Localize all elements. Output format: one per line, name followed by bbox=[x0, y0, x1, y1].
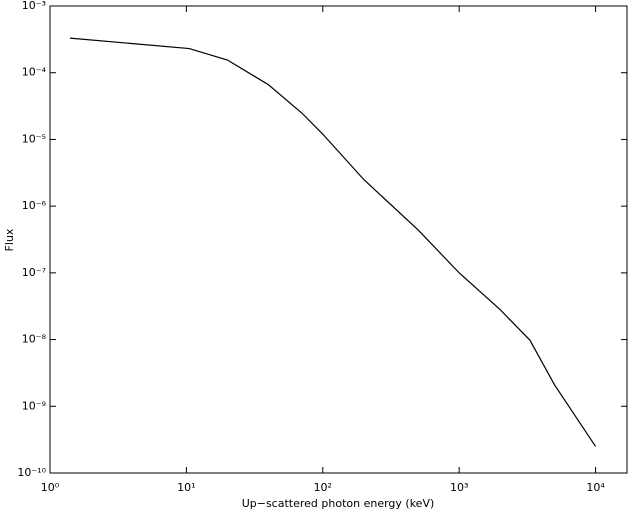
y-tick-label: 10⁻¹⁰ bbox=[17, 466, 46, 479]
y-tick-label: 10⁻⁶ bbox=[22, 199, 47, 212]
y-axis-label: Flux bbox=[3, 228, 16, 251]
y-tick-label: 10⁻³ bbox=[22, 0, 46, 12]
x-tick-label: 10² bbox=[314, 481, 332, 494]
x-axis-label: Up−scattered photon energy (keV) bbox=[242, 497, 435, 510]
y-tick-label: 10⁻⁸ bbox=[22, 333, 47, 346]
x-tick-label: 10¹ bbox=[177, 481, 195, 494]
data-line bbox=[69, 37, 597, 447]
y-tick-label: 10⁻⁹ bbox=[22, 399, 46, 412]
x-tick-label: 10⁰ bbox=[41, 481, 60, 494]
x-tick-label: 10⁴ bbox=[586, 481, 605, 494]
plot-box bbox=[49, 5, 628, 474]
y-tick-label: 10⁻⁵ bbox=[22, 132, 46, 145]
y-tick-label: 10⁻⁴ bbox=[22, 66, 47, 79]
y-tick-label: 10⁻⁷ bbox=[22, 266, 46, 279]
x-tick-label: 10³ bbox=[450, 481, 468, 494]
